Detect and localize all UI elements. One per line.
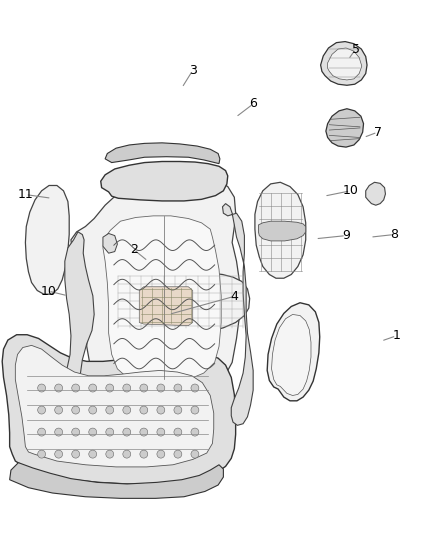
Ellipse shape	[55, 428, 63, 436]
Polygon shape	[267, 303, 320, 401]
Ellipse shape	[55, 406, 63, 414]
Ellipse shape	[191, 450, 199, 458]
Ellipse shape	[140, 428, 148, 436]
Ellipse shape	[191, 406, 199, 414]
Polygon shape	[255, 182, 306, 278]
Ellipse shape	[140, 384, 148, 392]
Ellipse shape	[106, 384, 114, 392]
Ellipse shape	[89, 384, 97, 392]
Polygon shape	[103, 216, 221, 382]
Ellipse shape	[174, 428, 182, 436]
Ellipse shape	[140, 450, 148, 458]
Ellipse shape	[123, 450, 131, 458]
Polygon shape	[139, 287, 193, 326]
Ellipse shape	[123, 384, 131, 392]
Ellipse shape	[55, 450, 63, 458]
Polygon shape	[10, 463, 223, 498]
Polygon shape	[101, 161, 228, 201]
Text: 6: 6	[249, 98, 257, 110]
Ellipse shape	[157, 428, 165, 436]
Text: 11: 11	[18, 188, 33, 201]
Polygon shape	[223, 204, 253, 425]
Ellipse shape	[157, 384, 165, 392]
Ellipse shape	[157, 406, 165, 414]
Text: 4: 4	[230, 290, 238, 303]
Ellipse shape	[191, 384, 199, 392]
Polygon shape	[25, 185, 69, 294]
Polygon shape	[272, 314, 311, 395]
Ellipse shape	[72, 428, 80, 436]
Ellipse shape	[72, 384, 80, 392]
Polygon shape	[326, 109, 364, 147]
Polygon shape	[105, 143, 220, 164]
Ellipse shape	[89, 450, 97, 458]
Ellipse shape	[174, 450, 182, 458]
Ellipse shape	[89, 406, 97, 414]
Polygon shape	[321, 42, 367, 85]
Text: 2: 2	[130, 243, 138, 256]
Ellipse shape	[55, 384, 63, 392]
Ellipse shape	[38, 450, 46, 458]
Ellipse shape	[106, 406, 114, 414]
Ellipse shape	[140, 406, 148, 414]
Ellipse shape	[123, 406, 131, 414]
Text: 8: 8	[390, 228, 398, 241]
Polygon shape	[103, 233, 117, 253]
Polygon shape	[52, 232, 94, 432]
Ellipse shape	[174, 384, 182, 392]
Ellipse shape	[38, 384, 46, 392]
Polygon shape	[71, 179, 240, 401]
Ellipse shape	[191, 428, 199, 436]
Ellipse shape	[157, 450, 165, 458]
Text: 5: 5	[352, 43, 360, 55]
Ellipse shape	[89, 428, 97, 436]
Ellipse shape	[174, 406, 182, 414]
Text: 7: 7	[374, 126, 381, 139]
Text: 3: 3	[189, 64, 197, 77]
Polygon shape	[15, 345, 214, 467]
Ellipse shape	[38, 428, 46, 436]
Polygon shape	[110, 271, 250, 333]
Ellipse shape	[72, 406, 80, 414]
Text: 1: 1	[392, 329, 400, 342]
Ellipse shape	[123, 428, 131, 436]
Ellipse shape	[106, 428, 114, 436]
Text: 10: 10	[343, 184, 358, 197]
Text: 10: 10	[40, 285, 56, 297]
Text: 9: 9	[342, 229, 350, 242]
Polygon shape	[366, 182, 385, 205]
Polygon shape	[328, 48, 362, 80]
Ellipse shape	[38, 406, 46, 414]
Ellipse shape	[106, 450, 114, 458]
Polygon shape	[258, 221, 306, 241]
Ellipse shape	[72, 450, 80, 458]
Polygon shape	[2, 335, 236, 484]
